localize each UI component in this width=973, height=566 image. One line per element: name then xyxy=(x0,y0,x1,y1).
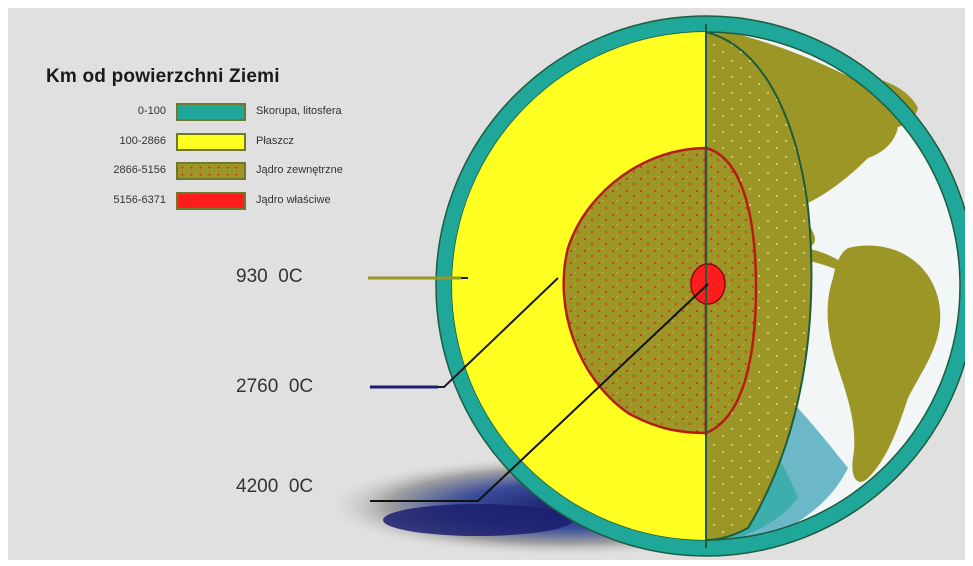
legend-item-inner-core: 5156-6371 Jądro właściwe xyxy=(8,191,428,213)
legend-label: Płaszcz xyxy=(256,135,294,147)
legend-item-crust: 0-100 Skorupa, litosfera xyxy=(8,102,428,124)
legend-swatch-crust xyxy=(176,103,246,121)
temperature-label-2760: 2760 0C xyxy=(236,376,314,397)
legend-title: Km od powierzchni Ziemi xyxy=(46,66,280,87)
diagram-canvas: Km od powierzchni Ziemi 0-100 Skorupa, l… xyxy=(8,8,965,560)
legend-item-mantle: 100-2866 Płaszcz xyxy=(8,132,428,154)
legend-label: Jądro zewnętrzne xyxy=(256,164,343,176)
legend-label: Skorupa, litosfera xyxy=(256,105,342,117)
legend-item-outer-core: 2866-5156 Jądro zewnętrzne xyxy=(8,161,428,183)
earth-cross-section xyxy=(328,15,965,557)
temperature-label-930: 930 0C xyxy=(236,266,303,287)
legend-range: 100-2866 xyxy=(119,135,167,147)
legend-swatch-mantle xyxy=(176,133,246,151)
legend-range: 5156-6371 xyxy=(113,194,166,206)
legend-range: 0-100 xyxy=(137,105,166,117)
south-america-land xyxy=(827,245,941,482)
legend-swatch-inner-core xyxy=(176,192,246,210)
outer-core-section xyxy=(562,146,708,435)
legend-range: 2866-5156 xyxy=(113,164,166,176)
mantle-cut-face xyxy=(705,30,813,542)
legend-swatch-outer-core xyxy=(176,162,246,180)
leader-line-4200 xyxy=(370,283,709,502)
outer-core-cut-face xyxy=(704,146,758,435)
legend-label: Jądro właściwe xyxy=(256,194,331,206)
temperature-label-4200: 4200 0C xyxy=(236,476,314,497)
